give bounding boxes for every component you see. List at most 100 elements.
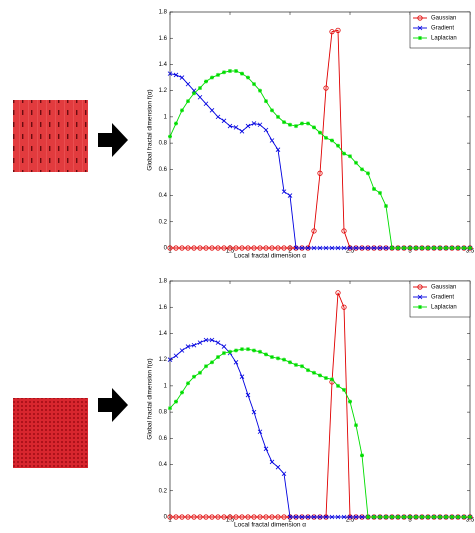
point-marker <box>396 515 400 519</box>
point-marker <box>179 514 185 520</box>
point-marker <box>354 423 358 428</box>
legend-marker <box>417 284 423 290</box>
point-marker <box>275 245 281 251</box>
point-marker <box>456 515 460 519</box>
point-marker <box>221 514 227 520</box>
x-tick-label: 1 <box>168 518 172 524</box>
point-marker <box>246 75 250 80</box>
x-tick-label: 1 <box>168 249 172 255</box>
point-marker <box>167 357 173 362</box>
point-marker <box>239 129 245 134</box>
point-marker <box>365 245 371 251</box>
point-marker <box>185 344 191 349</box>
x-axis-label: Local fractal dimension α <box>234 253 306 260</box>
point-marker <box>197 340 203 345</box>
point-marker <box>209 108 215 113</box>
point-marker <box>420 246 424 250</box>
point-marker <box>312 370 316 375</box>
point-marker <box>197 514 203 520</box>
point-marker <box>294 362 298 367</box>
plot-area <box>169 280 471 518</box>
point-marker <box>179 75 185 80</box>
x-tick-label: 2.5 <box>346 518 355 524</box>
point-marker <box>426 246 430 250</box>
point-marker <box>251 409 257 415</box>
point-marker <box>287 245 293 251</box>
point-marker <box>173 245 179 251</box>
point-marker <box>371 245 377 251</box>
point-marker <box>221 118 227 124</box>
y-tick-label: 1.6 <box>159 36 168 42</box>
point-marker <box>372 187 376 191</box>
point-marker <box>270 108 274 113</box>
point-marker <box>263 446 269 452</box>
point-marker <box>378 190 382 195</box>
point-marker <box>263 514 269 520</box>
point-marker <box>456 246 460 250</box>
point-marker <box>180 390 184 395</box>
x-axis-label: Local fractal dimension α <box>234 522 306 529</box>
point-marker <box>293 514 299 520</box>
point-marker <box>174 399 178 404</box>
point-marker <box>233 360 239 365</box>
point-marker <box>402 515 406 519</box>
point-marker <box>215 514 221 520</box>
point-marker <box>336 383 340 388</box>
point-marker <box>251 514 257 520</box>
point-marker <box>185 81 191 87</box>
point-marker <box>335 245 341 251</box>
point-marker <box>377 245 383 251</box>
point-marker <box>215 114 221 120</box>
point-marker <box>300 121 304 126</box>
point-marker <box>341 245 347 251</box>
point-marker <box>317 514 323 520</box>
y-tick-label: 0.6 <box>159 436 168 442</box>
point-marker <box>227 514 233 520</box>
point-marker <box>299 514 305 520</box>
point-marker <box>203 337 209 343</box>
point-marker <box>257 514 263 520</box>
x-tick-label: 1.5 <box>226 249 235 255</box>
y-tick-label: 0.2 <box>159 488 168 494</box>
point-marker <box>414 246 418 250</box>
point-marker <box>228 349 232 354</box>
texture-image <box>13 398 88 468</box>
point-marker <box>234 348 238 353</box>
point-marker <box>324 376 328 381</box>
point-marker <box>198 86 202 91</box>
point-marker <box>234 69 238 73</box>
point-marker <box>299 245 305 251</box>
point-marker <box>245 514 251 520</box>
point-marker <box>216 355 220 360</box>
point-marker <box>269 514 275 520</box>
point-marker <box>383 245 389 251</box>
point-marker <box>275 514 281 520</box>
point-marker <box>269 459 275 465</box>
point-marker <box>336 143 340 148</box>
legend-label: Laplacian <box>431 305 457 311</box>
point-marker <box>215 340 221 345</box>
point-marker <box>341 304 347 310</box>
y-tick-label: 0.4 <box>159 462 168 468</box>
point-marker <box>257 429 263 435</box>
point-marker <box>180 108 184 113</box>
point-marker <box>257 245 263 251</box>
x-tick-label: 3 <box>408 518 412 524</box>
point-marker <box>174 121 178 126</box>
point-marker <box>294 124 298 129</box>
y-tick-label: 1.4 <box>159 331 168 337</box>
point-marker <box>311 514 317 520</box>
point-marker <box>468 515 472 519</box>
legend-label: Gaussian <box>431 285 456 291</box>
point-marker <box>221 245 227 251</box>
point-marker <box>372 515 376 519</box>
x-tick-label: 2 <box>288 249 292 255</box>
point-marker <box>348 154 352 159</box>
point-marker <box>462 515 466 519</box>
point-marker <box>263 127 269 133</box>
point-marker <box>269 138 275 143</box>
point-marker <box>179 245 185 251</box>
point-marker <box>192 374 196 379</box>
point-marker <box>288 360 292 365</box>
point-marker <box>281 245 287 251</box>
